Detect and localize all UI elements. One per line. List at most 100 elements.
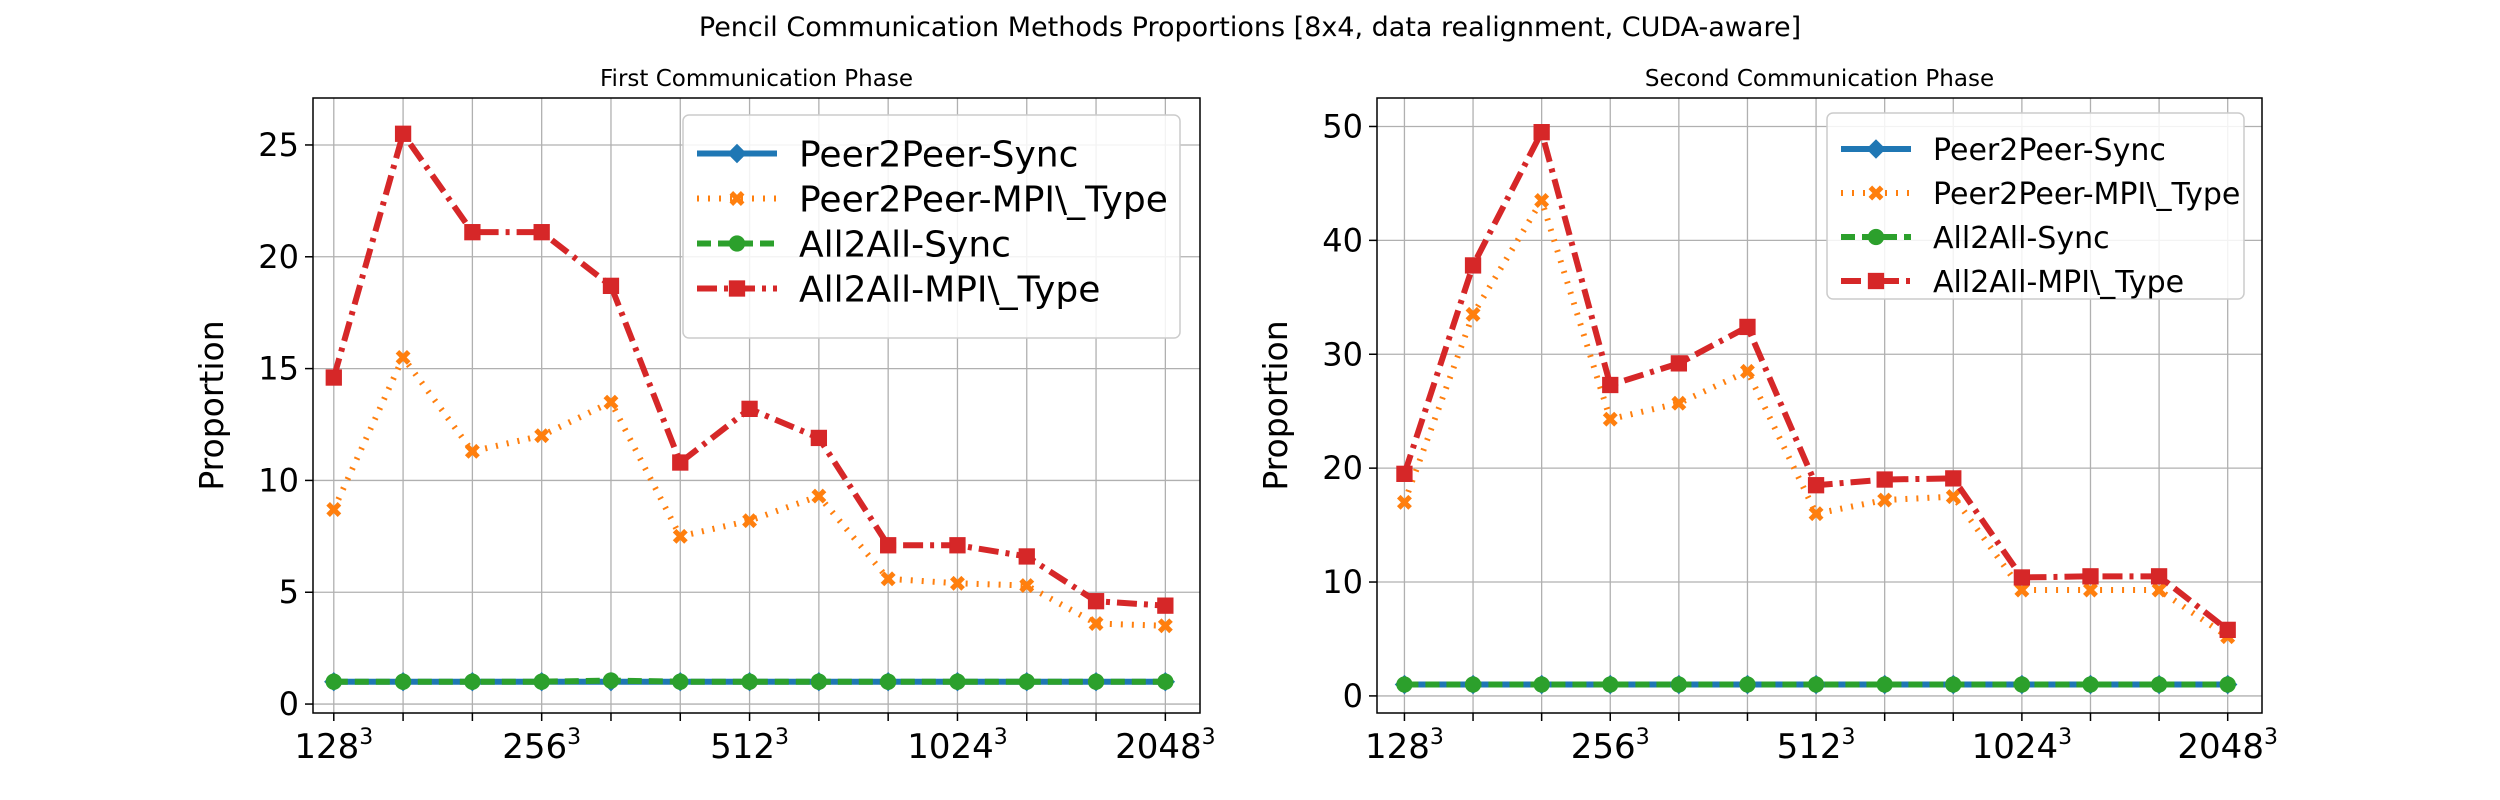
x-tick-label: 20483 <box>1115 725 1216 767</box>
legend-label: All2All-Sync <box>1933 221 2110 256</box>
chart-title: Second Communication Phase <box>1645 66 1994 92</box>
y-axis-label: Proportion <box>1256 320 1295 490</box>
data-point <box>602 672 620 689</box>
chart-panel-2: 0 10 20 30 40 50 1283 2563 5123 10243 20483 Second … <box>1256 66 2278 767</box>
figure-title: Pencil Communication Methods Proportions… <box>698 12 1802 43</box>
chart-panel-1: 0 5 10 15 20 25 1283 2563 5123 10243 20483 First Co… <box>192 66 1216 767</box>
x-tick-label: 5123 <box>710 725 789 767</box>
data-point <box>1157 618 1173 634</box>
x-tick-label: 1283 <box>294 725 373 767</box>
data-point <box>1018 673 1035 690</box>
data-point <box>1670 676 1688 693</box>
legend-label: All2All-Sync <box>799 224 1011 265</box>
x-tick-label: 5123 <box>1777 725 1856 767</box>
data-point <box>1019 578 1035 593</box>
data-point <box>326 502 342 517</box>
data-point <box>2013 676 2031 693</box>
data-point <box>949 537 966 554</box>
data-point <box>394 125 412 142</box>
data-point <box>1157 673 1174 690</box>
data-point <box>1739 318 1756 336</box>
legend-box <box>1826 112 2245 300</box>
legend-item-peer2peer-mpi-type: Peer2Peer-MPI\_Type <box>1841 177 2240 212</box>
y-tick-label: 0 <box>279 685 299 723</box>
x-tick-label: 1283 <box>1365 725 1444 767</box>
data-point <box>1670 355 1688 372</box>
data-point <box>464 673 481 690</box>
y-tick-label: 40 <box>1322 221 1363 259</box>
data-point <box>1877 492 1893 508</box>
legend-item-all2all-sync: All2All-Sync <box>697 224 1011 265</box>
data-point <box>1018 548 1035 565</box>
y-tick-label: 20 <box>1322 449 1363 487</box>
legend-item-peer2peer-sync: Peer2Peer-Sync <box>697 134 1078 175</box>
data-point <box>1533 124 1550 141</box>
data-point <box>325 369 342 386</box>
legend-marker <box>1866 139 1886 159</box>
data-point <box>742 513 758 529</box>
data-point <box>1087 673 1105 690</box>
data-point <box>2151 582 2167 598</box>
data-point <box>2219 676 2236 693</box>
legend-item-all2all-mpi-type: All2All-MPI\_Type <box>1841 265 2184 300</box>
data-point <box>2014 582 2030 598</box>
y-tick-label: 5 <box>279 573 299 611</box>
legend-label: All2All-MPI\_Type <box>799 269 1100 310</box>
y-tick-label: 30 <box>1322 335 1363 373</box>
legend-item-peer2peer-sync: Peer2Peer-Sync <box>1841 133 2166 168</box>
data-point <box>464 443 480 459</box>
legend-label: Peer2Peer-Sync <box>799 134 1078 175</box>
series-all2all-mpi-type <box>1396 124 2236 639</box>
data-point <box>2150 676 2168 693</box>
data-point <box>2082 568 2099 585</box>
data-point <box>1739 676 1756 693</box>
data-point <box>880 571 896 587</box>
legend-marker <box>1867 228 1885 246</box>
axes-frame <box>1376 97 2263 714</box>
y-tick-label: 15 <box>258 350 299 388</box>
data-point <box>1157 597 1174 614</box>
x-tick-label: 2563 <box>502 725 581 767</box>
data-point <box>2150 568 2168 585</box>
data-point <box>950 575 965 591</box>
y-tick-label: 0 <box>1343 677 1363 715</box>
data-point <box>949 673 966 690</box>
y-tick-label: 10 <box>258 461 299 499</box>
data-point <box>1602 411 1618 427</box>
data-point <box>1602 376 1619 394</box>
x-tick-label: 2563 <box>1571 725 1650 767</box>
data-point <box>672 528 688 544</box>
data-point <box>672 673 689 690</box>
series-all2all-sync <box>1396 676 2236 693</box>
data-point <box>1396 494 1412 510</box>
data-point <box>810 673 828 690</box>
data-point <box>1464 257 1482 274</box>
legend-label: Peer2Peer-MPI\_Type <box>799 179 1168 220</box>
legend-marker <box>728 235 746 252</box>
legend-marker <box>1868 185 1884 201</box>
data-point <box>1945 470 1962 487</box>
y-tick-label: 50 <box>1322 107 1363 145</box>
legend-label: All2All-MPI\_Type <box>1933 265 2184 300</box>
series-peer2peer-mpi-type <box>1396 193 2236 645</box>
data-point <box>672 454 689 471</box>
series-peer2peer-mpi-type <box>326 349 1173 634</box>
data-point <box>1396 465 1413 482</box>
legend: Peer2Peer-SyncPeer2Peer-MPI\_TypeAll2All… <box>682 114 1181 339</box>
data-point <box>464 224 481 241</box>
data-point <box>1876 471 1893 488</box>
y-tick-label: 10 <box>1322 563 1363 601</box>
data-point <box>1087 593 1105 610</box>
data-point <box>880 537 897 554</box>
data-point <box>1465 306 1481 322</box>
data-point <box>1808 506 1824 522</box>
data-point <box>811 488 827 504</box>
data-point <box>1671 395 1687 411</box>
data-point <box>1396 676 1413 693</box>
legend-item-all2all-mpi-type: All2All-MPI\_Type <box>697 269 1100 310</box>
data-point <box>741 400 758 418</box>
legend-marker <box>1867 272 1885 290</box>
x-tick-label: 10243 <box>1972 725 2073 767</box>
y-tick-label: 20 <box>258 238 299 276</box>
data-point <box>1807 676 1825 693</box>
